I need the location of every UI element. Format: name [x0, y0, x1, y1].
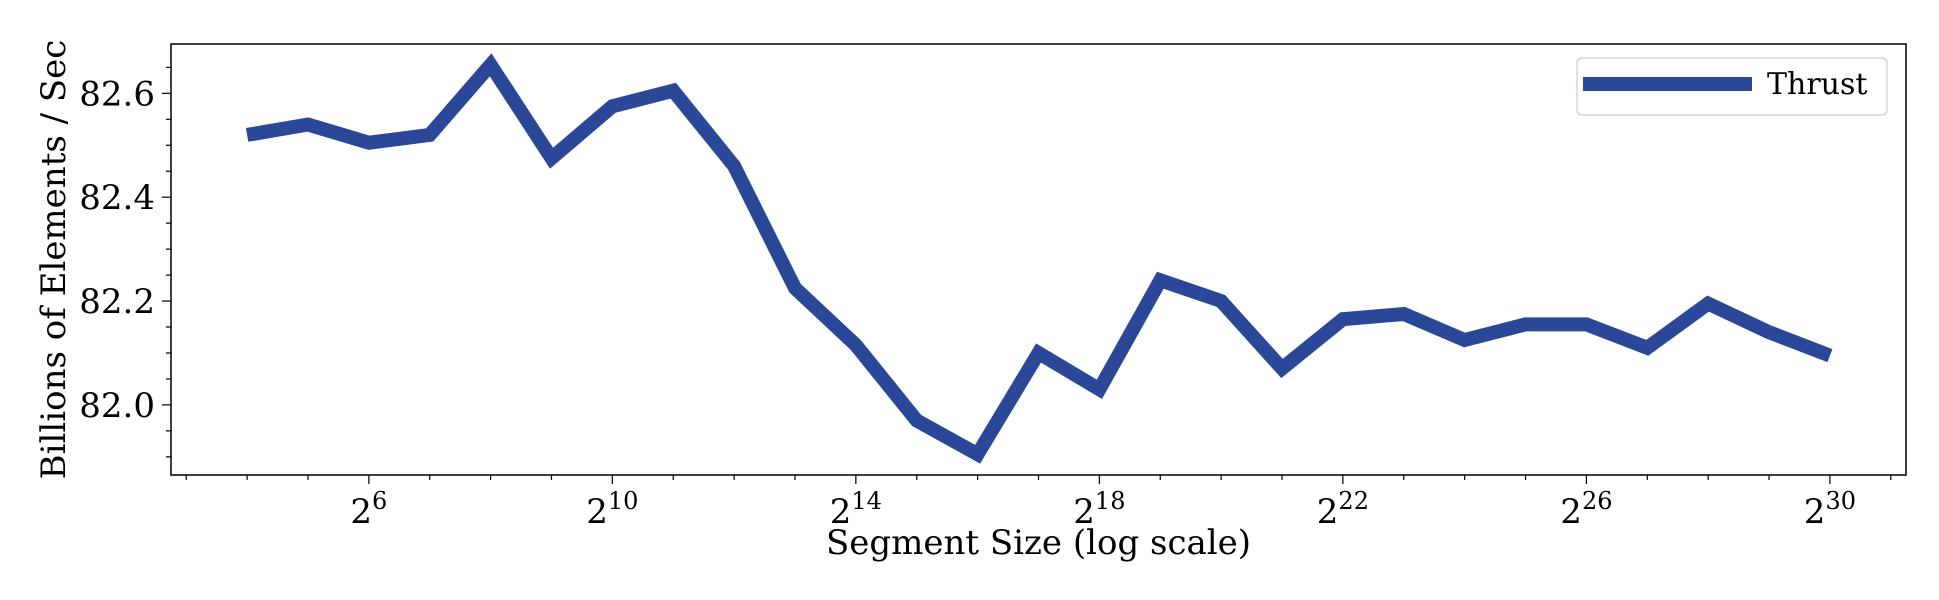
x-axis: 26 210 214 218 222 226 230 — [185, 475, 1892, 532]
x-tick-label: 218 — [1073, 487, 1125, 532]
x-tick-exponent: 14 — [851, 487, 882, 515]
x-tick-label: 210 — [586, 487, 638, 532]
x-axis-label: Segment Size (log scale) — [826, 523, 1251, 563]
x-tick-label: 230 — [1804, 487, 1856, 532]
x-tick-exponent: 10 — [608, 487, 639, 515]
y-tick-label: 82.4 — [79, 178, 155, 218]
legend-label-thrust: Thrust — [1767, 67, 1867, 102]
x-tick-exponent: 26 — [1582, 487, 1613, 515]
y-tick-label: 82.6 — [79, 74, 155, 114]
x-tick-label: 214 — [830, 487, 882, 532]
series-line-thrust — [245, 53, 1833, 464]
plot-area — [245, 53, 1833, 464]
x-tick-label: 226 — [1560, 487, 1612, 532]
x-tick-label: 26 — [350, 487, 387, 532]
x-tick-exponent: 6 — [372, 487, 387, 515]
y-axis-label: Billions of Elements / Sec — [34, 40, 74, 480]
x-tick-label: 222 — [1317, 487, 1369, 532]
x-tick-exponent: 22 — [1338, 487, 1369, 515]
x-tick-exponent: 18 — [1095, 487, 1126, 515]
y-tick-label: 82.2 — [79, 282, 155, 322]
y-axis: 82.0 82.2 82.4 82.6 — [79, 66, 171, 458]
y-tick-label: 82.0 — [79, 386, 155, 426]
legend: Thrust — [1576, 57, 1888, 116]
x-tick-exponent: 30 — [1825, 487, 1856, 515]
